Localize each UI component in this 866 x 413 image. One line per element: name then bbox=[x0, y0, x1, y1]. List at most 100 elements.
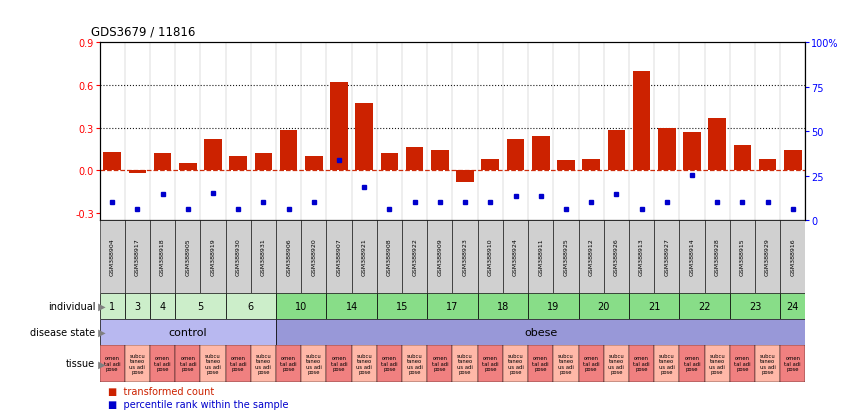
Text: GSM388918: GSM388918 bbox=[160, 238, 165, 275]
Bar bbox=[200, 221, 226, 293]
Text: GSM388915: GSM388915 bbox=[740, 238, 745, 275]
Text: omen
tal adi
pose: omen tal adi pose bbox=[104, 356, 120, 371]
Text: 22: 22 bbox=[698, 301, 711, 311]
Bar bbox=[478, 221, 503, 293]
Bar bbox=[578, 345, 604, 382]
Bar bbox=[481, 159, 499, 171]
Text: 4: 4 bbox=[159, 301, 165, 311]
Bar bbox=[629, 221, 654, 293]
Bar bbox=[226, 345, 251, 382]
Bar bbox=[125, 221, 150, 293]
Bar bbox=[352, 221, 377, 293]
Text: omen
tal adi
pose: omen tal adi pose bbox=[785, 356, 801, 371]
Bar bbox=[326, 345, 352, 382]
Text: GSM388916: GSM388916 bbox=[791, 238, 795, 275]
Bar bbox=[251, 345, 276, 382]
Text: GSM388912: GSM388912 bbox=[589, 238, 593, 275]
Bar bbox=[755, 221, 780, 293]
Text: subcu
taneo
us adi
pose: subcu taneo us adi pose bbox=[558, 353, 574, 374]
Bar bbox=[528, 345, 553, 382]
Text: GSM388908: GSM388908 bbox=[387, 238, 392, 275]
Bar bbox=[406, 148, 423, 171]
Text: 15: 15 bbox=[396, 301, 408, 311]
Bar bbox=[528, 221, 553, 293]
Bar bbox=[103, 152, 121, 171]
Bar bbox=[578, 293, 629, 319]
Text: omen
tal adi
pose: omen tal adi pose bbox=[154, 356, 171, 371]
Bar bbox=[780, 345, 805, 382]
Bar bbox=[654, 345, 679, 382]
Text: 20: 20 bbox=[598, 301, 610, 311]
Bar bbox=[125, 293, 150, 319]
Bar bbox=[679, 345, 705, 382]
Text: 21: 21 bbox=[648, 301, 661, 311]
Text: omen
tal adi
pose: omen tal adi pose bbox=[533, 356, 549, 371]
Bar bbox=[150, 345, 175, 382]
Text: subcu
taneo
us adi
pose: subcu taneo us adi pose bbox=[407, 353, 423, 374]
Text: GSM388927: GSM388927 bbox=[664, 238, 669, 275]
Text: omen
tal adi
pose: omen tal adi pose bbox=[583, 356, 599, 371]
Bar bbox=[355, 104, 373, 171]
Bar bbox=[150, 221, 175, 293]
Text: subcu
taneo
us adi
pose: subcu taneo us adi pose bbox=[659, 353, 675, 374]
Text: GSM388913: GSM388913 bbox=[639, 238, 644, 275]
Text: control: control bbox=[169, 327, 207, 337]
Bar bbox=[255, 154, 272, 171]
Bar bbox=[326, 221, 352, 293]
Text: 6: 6 bbox=[248, 301, 254, 311]
Bar bbox=[301, 221, 326, 293]
Text: GSM388905: GSM388905 bbox=[185, 238, 191, 275]
Bar bbox=[705, 221, 730, 293]
Bar bbox=[276, 345, 301, 382]
Text: obese: obese bbox=[524, 327, 558, 337]
Bar bbox=[730, 293, 780, 319]
Text: GSM388914: GSM388914 bbox=[689, 238, 695, 275]
Bar bbox=[179, 164, 197, 171]
Text: GSM388922: GSM388922 bbox=[412, 238, 417, 275]
Bar bbox=[200, 345, 226, 382]
Text: GSM388926: GSM388926 bbox=[614, 238, 619, 275]
Bar bbox=[507, 140, 524, 171]
Text: GSM388917: GSM388917 bbox=[135, 238, 140, 275]
Bar bbox=[478, 293, 528, 319]
Text: GSM388907: GSM388907 bbox=[337, 238, 341, 275]
Text: disease state: disease state bbox=[30, 327, 95, 337]
Bar bbox=[784, 151, 802, 171]
Text: GSM388923: GSM388923 bbox=[462, 238, 468, 275]
Bar bbox=[377, 345, 402, 382]
Bar bbox=[381, 154, 398, 171]
Bar bbox=[452, 221, 478, 293]
Text: omen
tal adi
pose: omen tal adi pose bbox=[431, 356, 449, 371]
Text: 14: 14 bbox=[346, 301, 358, 311]
Text: omen
tal adi
pose: omen tal adi pose bbox=[281, 356, 297, 371]
Bar bbox=[553, 221, 578, 293]
Text: subcu
taneo
us adi
pose: subcu taneo us adi pose bbox=[356, 353, 372, 374]
Text: GSM388921: GSM388921 bbox=[362, 238, 367, 275]
Text: subcu
taneo
us adi
pose: subcu taneo us adi pose bbox=[759, 353, 776, 374]
Bar bbox=[780, 221, 805, 293]
Bar bbox=[759, 159, 777, 171]
Bar bbox=[427, 345, 452, 382]
Text: GSM388924: GSM388924 bbox=[513, 238, 518, 275]
Bar bbox=[705, 345, 730, 382]
Text: omen
tal adi
pose: omen tal adi pose bbox=[179, 356, 196, 371]
Text: 19: 19 bbox=[547, 301, 559, 311]
Bar bbox=[654, 221, 679, 293]
Bar bbox=[100, 221, 125, 293]
Bar bbox=[604, 221, 629, 293]
Text: 1: 1 bbox=[109, 301, 115, 311]
Text: GSM388920: GSM388920 bbox=[312, 238, 316, 275]
Text: GSM388925: GSM388925 bbox=[564, 238, 568, 275]
Text: omen
tal adi
pose: omen tal adi pose bbox=[381, 356, 397, 371]
Text: omen
tal adi
pose: omen tal adi pose bbox=[482, 356, 499, 371]
Text: GDS3679 / 11816: GDS3679 / 11816 bbox=[91, 26, 196, 39]
Bar bbox=[276, 293, 326, 319]
Bar bbox=[125, 345, 150, 382]
Bar bbox=[679, 293, 730, 319]
Text: 18: 18 bbox=[497, 301, 509, 311]
Bar bbox=[326, 293, 377, 319]
Bar bbox=[629, 345, 654, 382]
Bar bbox=[226, 293, 276, 319]
Bar bbox=[330, 83, 348, 171]
Text: subcu
taneo
us adi
pose: subcu taneo us adi pose bbox=[709, 353, 725, 374]
